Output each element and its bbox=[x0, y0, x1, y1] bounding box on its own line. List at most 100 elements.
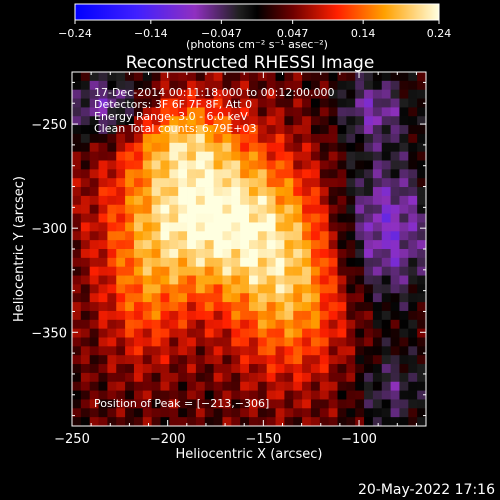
heatmap-cell bbox=[266, 364, 276, 374]
heatmap-cell bbox=[204, 249, 214, 259]
heatmap-cell bbox=[355, 319, 365, 330]
heatmap-cell bbox=[408, 107, 418, 117]
heatmap-cell bbox=[408, 355, 418, 365]
heatmap-cell bbox=[107, 213, 117, 223]
heatmap-cell bbox=[169, 275, 179, 285]
heatmap-cell bbox=[125, 355, 135, 365]
info-line: Energy Range: 3.0 - 6.0 keV bbox=[94, 110, 248, 123]
heatmap-cell bbox=[80, 372, 91, 383]
info-text-block: 17-Dec-2014 00:11:18.000 to 00:12:00.000… bbox=[94, 86, 335, 135]
heatmap-cell bbox=[213, 293, 223, 303]
heatmap-cell bbox=[222, 284, 232, 294]
heatmap-cell bbox=[257, 284, 268, 294]
heatmap-cell bbox=[275, 293, 285, 303]
heatmap-cell bbox=[381, 151, 391, 161]
heatmap-cell bbox=[89, 249, 99, 259]
heatmap-cell bbox=[142, 222, 153, 232]
heatmap-cell bbox=[364, 408, 374, 418]
heatmap-cell bbox=[266, 160, 276, 170]
heatmap-cell bbox=[284, 355, 294, 365]
heatmap-cell bbox=[319, 222, 330, 232]
heatmap-cell bbox=[417, 72, 426, 82]
heatmap-cell bbox=[266, 284, 276, 294]
heatmap-cell bbox=[195, 364, 206, 374]
heatmap-cell bbox=[328, 310, 338, 321]
heatmap-cell bbox=[204, 381, 214, 391]
heatmap-cell bbox=[89, 372, 99, 383]
heatmap-cell bbox=[98, 319, 108, 330]
heatmap-cell bbox=[310, 240, 321, 250]
heatmap-cell bbox=[372, 284, 383, 294]
heatmap-cell bbox=[178, 160, 188, 170]
heatmap-cell bbox=[390, 133, 400, 144]
heatmap-cell bbox=[355, 160, 365, 170]
heatmap-cell bbox=[284, 107, 294, 117]
heatmap-cell bbox=[116, 89, 126, 99]
heatmap-cell bbox=[72, 213, 82, 223]
heatmap-cell bbox=[257, 151, 268, 161]
heatmap-cell bbox=[355, 408, 365, 418]
heatmap-cell bbox=[222, 310, 232, 321]
heatmap-cell bbox=[293, 364, 303, 374]
heatmap-cell bbox=[231, 125, 241, 135]
heatmap-cell bbox=[133, 381, 144, 391]
heatmap-cell bbox=[116, 266, 126, 276]
heatmap-cell bbox=[160, 249, 170, 259]
heatmap-cell bbox=[231, 328, 241, 338]
heatmap-cell bbox=[355, 390, 365, 400]
heatmap-cell bbox=[98, 142, 108, 153]
heatmap-cell bbox=[204, 302, 214, 312]
heatmap-cell bbox=[125, 346, 135, 356]
heatmap-cell bbox=[116, 160, 126, 170]
heatmap-cell bbox=[372, 151, 383, 161]
heatmap-cell bbox=[187, 107, 197, 117]
heatmap-cell bbox=[151, 116, 161, 126]
heatmap-cell bbox=[125, 107, 135, 117]
heatmap-cell bbox=[125, 98, 135, 108]
heatmap-cell bbox=[390, 310, 400, 321]
heatmap-cell bbox=[107, 275, 117, 285]
heatmap-cell bbox=[80, 381, 91, 391]
heatmap-cell bbox=[390, 249, 400, 259]
heatmap-cell bbox=[364, 160, 374, 170]
heatmap-cell bbox=[142, 160, 153, 170]
heatmap-cell bbox=[98, 151, 108, 161]
heatmap-cell bbox=[240, 178, 250, 188]
heatmap-cell bbox=[204, 337, 214, 347]
heatmap-cell bbox=[417, 328, 426, 338]
heatmap-cell bbox=[310, 381, 321, 391]
heatmap-cell bbox=[257, 80, 268, 91]
heatmap-cell bbox=[240, 372, 250, 383]
heatmap-cell bbox=[187, 266, 197, 276]
heatmap-cell bbox=[151, 169, 161, 179]
heatmap-cell bbox=[408, 213, 418, 223]
heatmap-cell bbox=[417, 133, 426, 144]
heatmap-cell bbox=[257, 302, 268, 312]
heatmap-cell bbox=[231, 187, 241, 197]
heatmap-cell bbox=[213, 249, 223, 259]
heatmap-cell bbox=[125, 337, 135, 347]
heatmap-cell bbox=[80, 390, 91, 400]
heatmap-cell bbox=[310, 151, 321, 161]
heatmap-cell bbox=[231, 310, 241, 321]
heatmap-cell bbox=[337, 284, 347, 294]
heatmap-cell bbox=[116, 107, 126, 117]
heatmap-cell bbox=[107, 266, 117, 276]
heatmap-cell bbox=[213, 89, 223, 99]
heatmap-cell bbox=[275, 195, 285, 206]
heatmap-cell bbox=[231, 151, 241, 161]
heatmap-cell bbox=[72, 381, 82, 391]
heatmap-cell bbox=[187, 381, 197, 391]
heatmap-cell bbox=[240, 417, 250, 426]
heatmap-cell bbox=[195, 346, 206, 356]
heatmap-cell bbox=[89, 160, 99, 170]
heatmap-cell bbox=[187, 364, 197, 374]
heatmap-cell bbox=[417, 364, 426, 374]
heatmap-cell bbox=[187, 302, 197, 312]
heatmap-cell bbox=[346, 293, 356, 303]
heatmap-cell bbox=[231, 337, 241, 347]
heatmap-cell bbox=[257, 266, 268, 276]
heatmap-cell bbox=[390, 80, 400, 91]
heatmap-cell bbox=[257, 142, 268, 153]
heatmap-cell bbox=[187, 399, 197, 409]
